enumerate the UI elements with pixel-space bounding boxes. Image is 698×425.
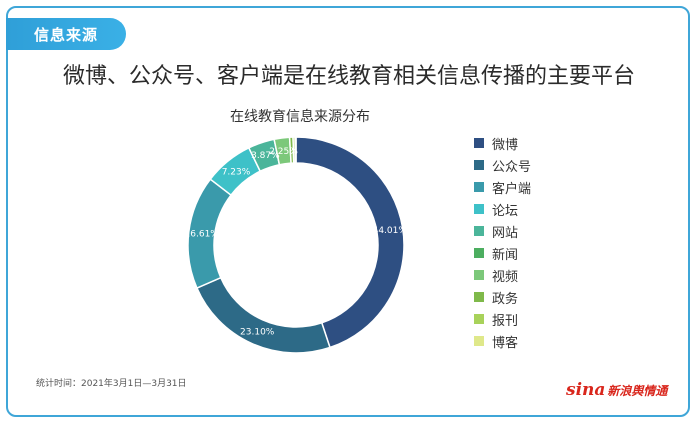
legend-swatch	[474, 336, 484, 346]
legend-label: 微博	[492, 137, 519, 153]
chart-legend: 微博公众号客户端论坛网站新闻视频政务报刊博客	[474, 132, 531, 352]
legend-label: 论坛	[492, 203, 519, 219]
sina-logo-mark: sina	[566, 380, 606, 400]
sina-logo: sina 新浪舆情通	[566, 380, 667, 400]
legend-item-9: 报刊	[474, 308, 531, 330]
legend-swatch	[474, 270, 484, 280]
legend-swatch	[474, 160, 484, 170]
legend-swatch	[474, 204, 484, 214]
donut-slice-labels: 44.01% 23.10% 16.61% 7.23%3.87%2.25%	[185, 147, 408, 338]
legend-item-5: 网站	[474, 220, 531, 242]
legend-label: 报刊	[492, 313, 519, 329]
legend-swatch	[474, 226, 484, 236]
donut-label-slice-4: 7.23%	[222, 167, 251, 177]
legend-swatch	[474, 314, 484, 324]
legend-label: 客户端	[492, 181, 532, 197]
legend-item-7: 视频	[474, 264, 531, 286]
legend-item-2: 公众号	[474, 154, 531, 176]
section-tag: 信息来源	[6, 18, 126, 50]
legend-item-8: 政务	[474, 286, 531, 308]
legend-label: 新闻	[492, 247, 519, 263]
donut-slice-2	[195, 276, 331, 354]
legend-item-4: 论坛	[474, 198, 531, 220]
legend-label: 公众号	[492, 159, 532, 175]
legend-item-10: 博客	[474, 330, 531, 352]
donut-label-slice-1: 44.01%	[373, 226, 408, 236]
donut-slice-10	[294, 136, 297, 164]
legend-swatch	[474, 292, 484, 302]
donut-label-slice-3: 16.61%	[185, 229, 220, 239]
donut-label-slice-2: 23.10%	[240, 328, 275, 338]
donut-slice-1	[295, 136, 405, 349]
legend-swatch	[474, 248, 484, 258]
legend-label: 视频	[492, 269, 519, 285]
chart-title: 在线教育信息来源分布	[230, 109, 370, 125]
legend-swatch	[474, 138, 484, 148]
legend-label: 博客	[492, 335, 519, 351]
card-frame	[6, 6, 690, 417]
legend-label: 网站	[492, 225, 519, 241]
headline: 微博、公众号、客户端是在线教育相关信息传播的主要平台	[62, 64, 635, 89]
legend-item-6: 新闻	[474, 242, 531, 264]
donut-slices	[187, 136, 405, 354]
legend-label: 政务	[492, 291, 519, 307]
stat-period-note: 统计时间：2021年3月1日—3月31日	[36, 379, 187, 389]
sina-logo-text: 新浪舆情通	[607, 383, 668, 398]
legend-swatch	[474, 182, 484, 192]
donut-label-slice-7: 2.25%	[269, 147, 298, 157]
donut-label-slice-5: 3.87%	[251, 151, 280, 161]
legend-item-1: 微博	[474, 132, 531, 154]
legend-item-3: 客户端	[474, 176, 531, 198]
